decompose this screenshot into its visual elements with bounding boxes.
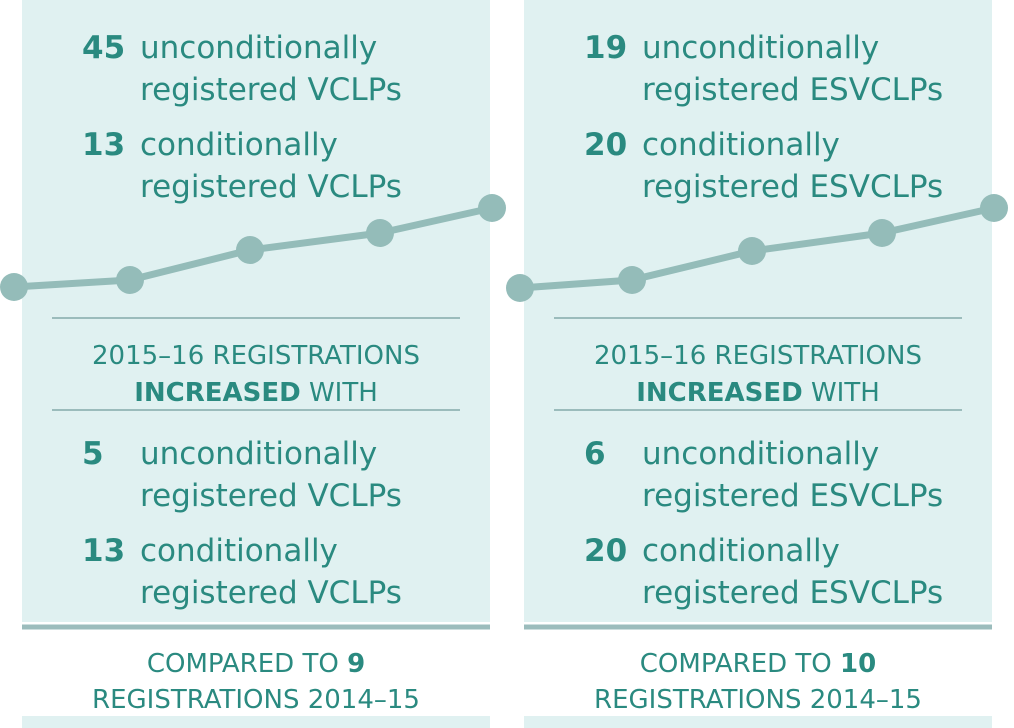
footer: COMPARED TO 9 — [147, 649, 365, 679]
footer-prefix: COMPARED TO — [147, 649, 339, 679]
item-text: unconditionally — [642, 436, 879, 472]
item-number: 13 — [82, 533, 125, 569]
item-text: conditionally — [140, 127, 338, 163]
item-text: conditionally — [642, 533, 840, 569]
item-number: 6 — [584, 436, 606, 472]
item-number: 20 — [584, 127, 627, 163]
item-text: conditionally — [140, 533, 338, 569]
footer: REGISTRATIONS 2014–15 — [92, 685, 420, 715]
item-text: conditionally — [642, 127, 840, 163]
item-number: 13 — [82, 127, 125, 163]
item-number: 19 — [584, 30, 627, 66]
footer: COMPARED TO 10 — [640, 649, 876, 679]
item-number: 45 — [82, 30, 125, 66]
item-text: registered VCLPs — [140, 169, 402, 205]
heading: 2015–16 REGISTRATIONS — [594, 341, 922, 371]
heading-bold: INCREASED — [134, 378, 301, 408]
heading-rest: WITH — [309, 378, 378, 408]
item-number: 20 — [584, 533, 627, 569]
heading-bold: INCREASED — [636, 378, 803, 408]
item-text: unconditionally — [140, 30, 377, 66]
footer: REGISTRATIONS 2014–15 — [594, 685, 922, 715]
item-text: registered VCLPs — [140, 575, 402, 611]
item-text: registered ESVCLPs — [642, 72, 943, 108]
item-number: 5 — [82, 436, 104, 472]
item-text: registered ESVCLPs — [642, 478, 943, 514]
panel-left-bg — [22, 0, 490, 728]
item-text: registered ESVCLPs — [642, 169, 943, 205]
item-text: registered ESVCLPs — [642, 575, 943, 611]
footer-prefix: COMPARED TO — [640, 649, 832, 679]
heading-rest: WITH — [811, 378, 880, 408]
item-text: unconditionally — [140, 436, 377, 472]
heading: INCREASED WITH — [636, 378, 880, 408]
heading: 2015–16 REGISTRATIONS — [92, 341, 420, 371]
footer-number: 10 — [840, 649, 876, 679]
item-text: registered VCLPs — [140, 478, 402, 514]
item-text: unconditionally — [642, 30, 879, 66]
trend-decoration — [0, 194, 1008, 302]
item-text: registered VCLPs — [140, 72, 402, 108]
panel-right-bg — [524, 0, 992, 728]
footer-number: 9 — [347, 649, 365, 679]
heading: INCREASED WITH — [134, 378, 378, 408]
